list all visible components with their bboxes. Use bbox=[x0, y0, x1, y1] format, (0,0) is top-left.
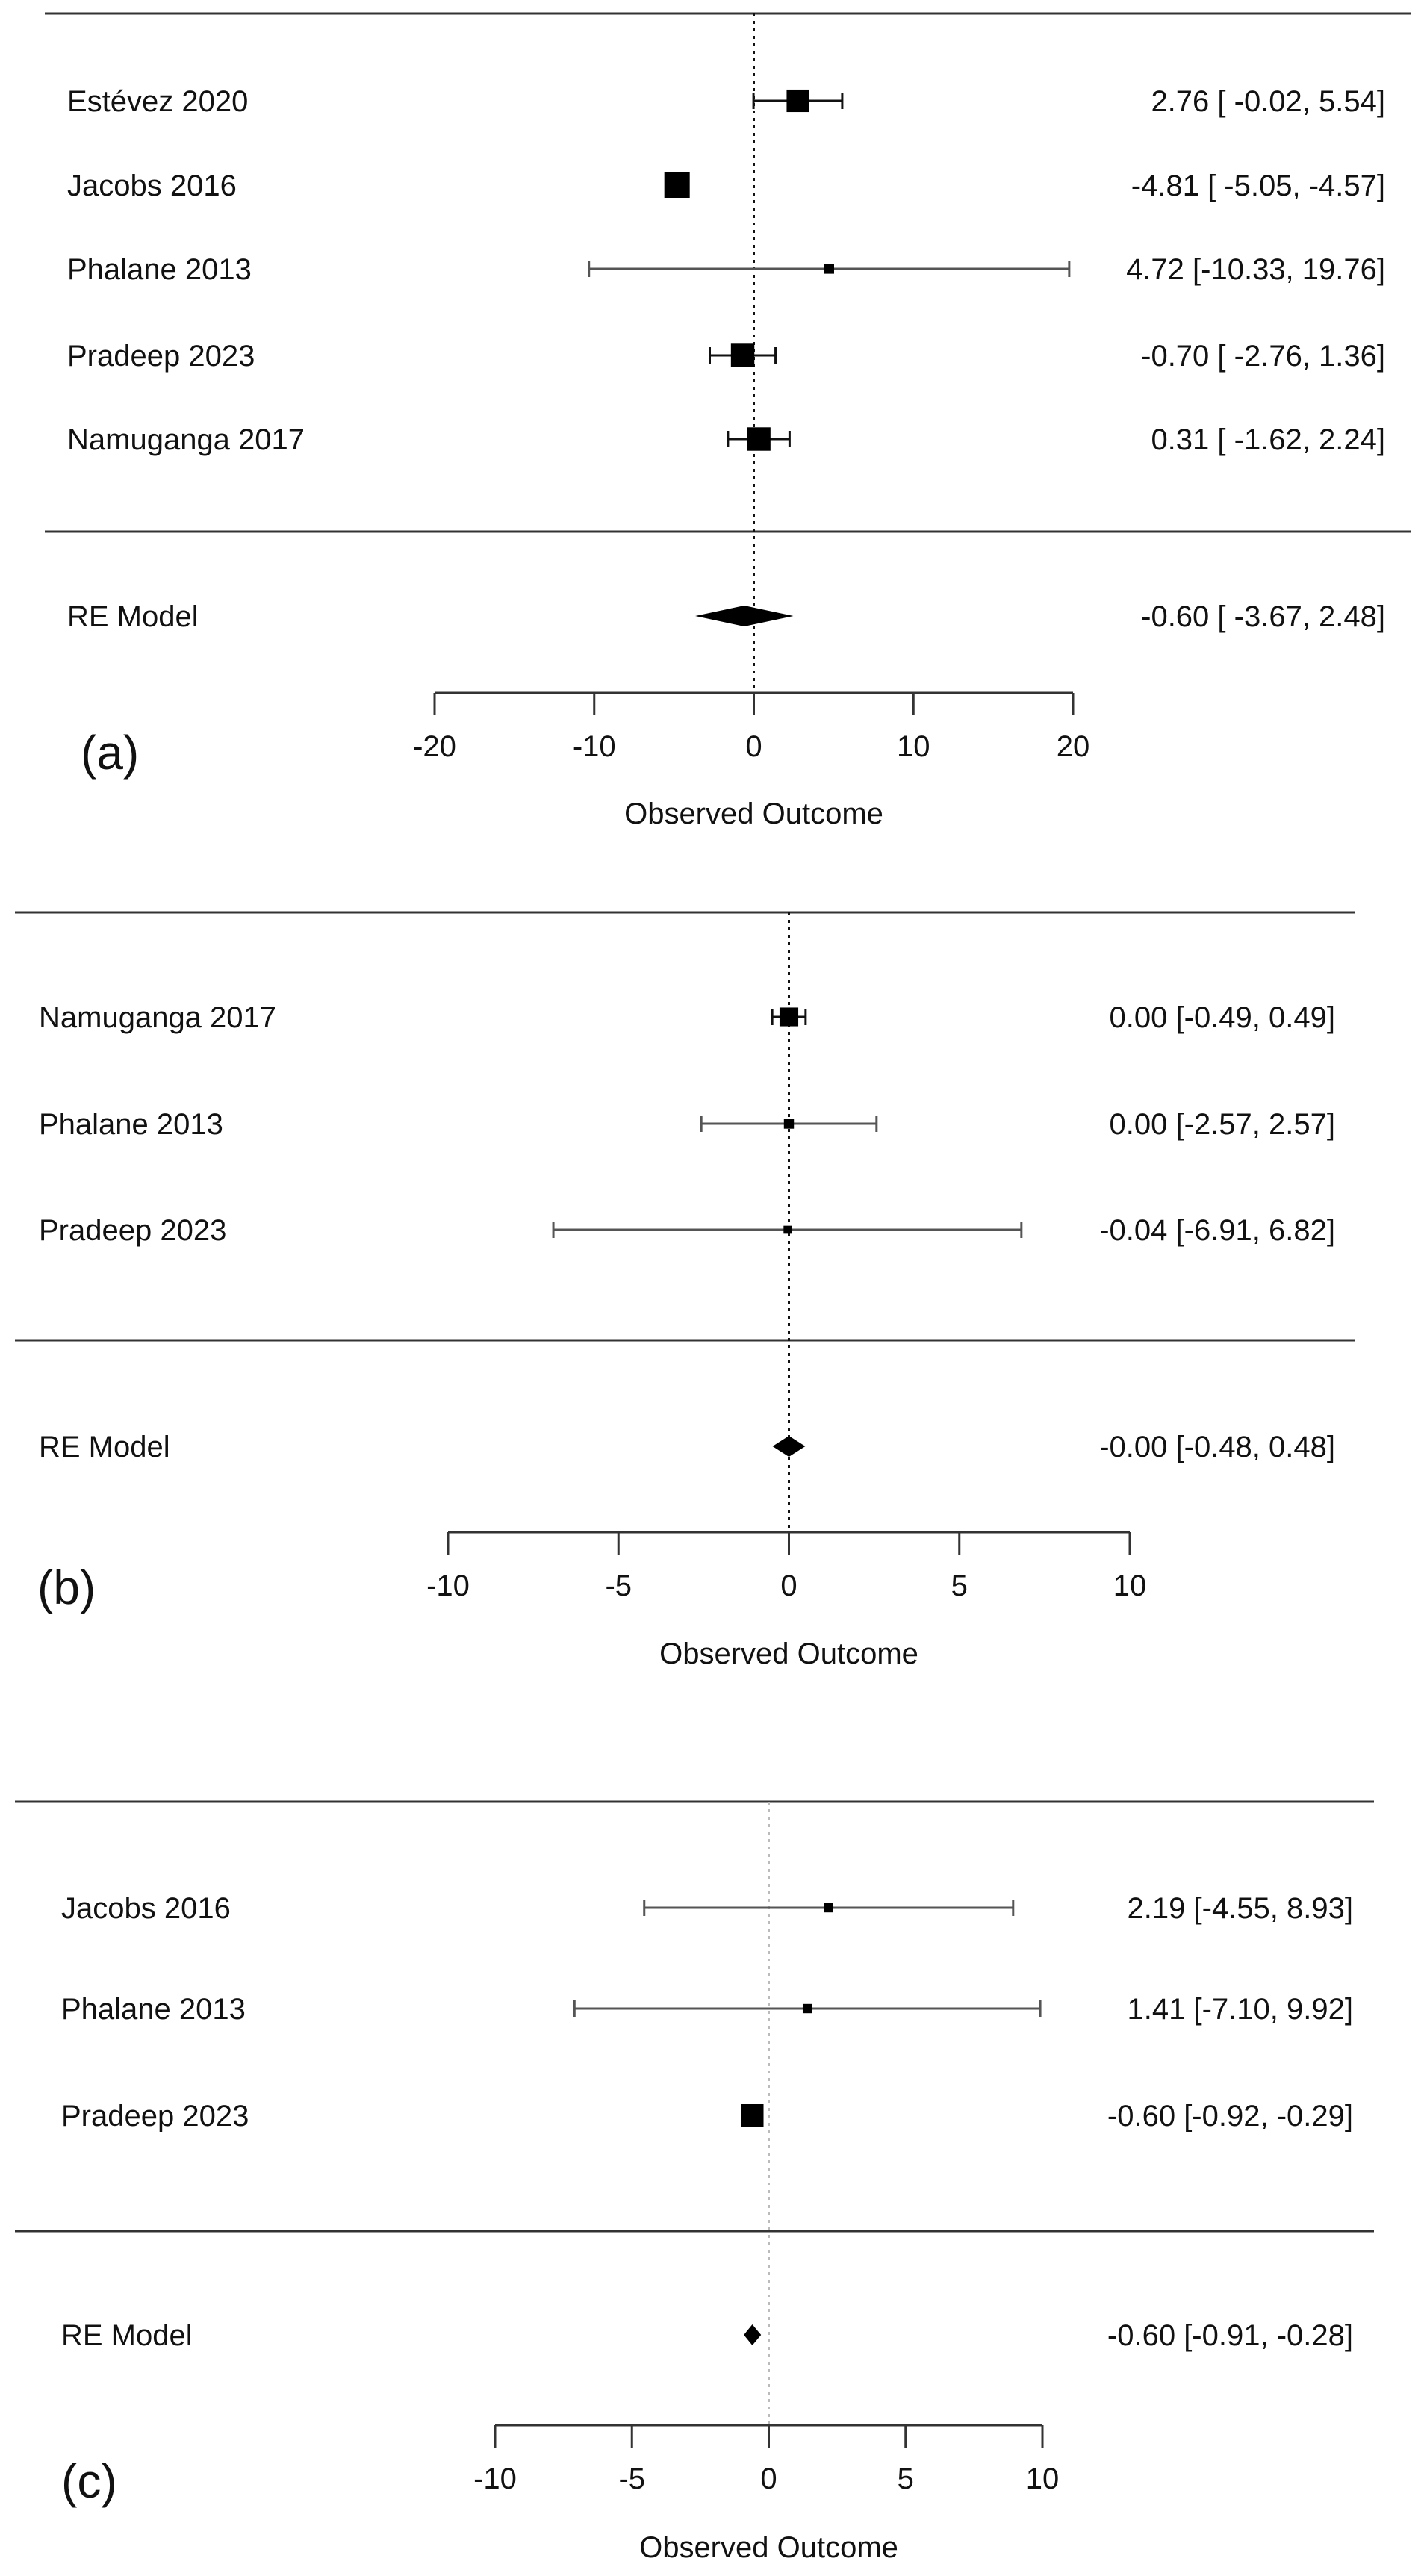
summary-diamond bbox=[744, 2324, 762, 2345]
point-estimate-square bbox=[741, 2104, 764, 2127]
study-ci-text: 0.00 [-0.49, 0.49] bbox=[1110, 1001, 1335, 1034]
x-tick-label: 0 bbox=[745, 730, 762, 763]
point-estimate-square bbox=[824, 264, 834, 274]
point-estimate-square bbox=[779, 1007, 799, 1027]
study-ci-text: 2.19 [-4.55, 8.93] bbox=[1128, 1892, 1353, 1925]
summary-label: RE Model bbox=[67, 600, 199, 633]
summary-diamond bbox=[695, 606, 794, 626]
study-label: Pradeep 2023 bbox=[67, 340, 255, 373]
x-tick-label: 10 bbox=[1113, 1569, 1147, 1602]
x-tick-label: -5 bbox=[618, 2463, 645, 2495]
study-ci-text: 0.31 [ -1.62, 2.24] bbox=[1151, 423, 1385, 456]
x-tick-label: 5 bbox=[951, 1569, 968, 1602]
x-axis-title: Observed Outcome bbox=[639, 2531, 898, 2564]
panel-label: (c) bbox=[61, 2454, 117, 2508]
x-tick-label: -20 bbox=[413, 730, 456, 763]
point-estimate-square bbox=[824, 1903, 833, 1913]
study-ci-text: -0.04 [-6.91, 6.82] bbox=[1099, 1214, 1335, 1247]
study-ci-text: 2.76 [ -0.02, 5.54] bbox=[1151, 85, 1385, 118]
panel-label: (a) bbox=[81, 726, 139, 780]
study-ci-text: -4.81 [ -5.05, -4.57] bbox=[1131, 169, 1385, 202]
study-ci-text: 1.41 [-7.10, 9.92] bbox=[1128, 1993, 1353, 2026]
point-estimate-square bbox=[730, 343, 755, 367]
panel-label: (b) bbox=[37, 1561, 96, 1614]
summary-label: RE Model bbox=[39, 1431, 170, 1463]
summary-ci-text: -0.60 [ -3.67, 2.48] bbox=[1141, 600, 1385, 633]
x-tick-label: 10 bbox=[1026, 2463, 1060, 2495]
study-ci-text: -0.70 [ -2.76, 1.36] bbox=[1141, 340, 1385, 373]
point-estimate-square bbox=[783, 1225, 792, 1234]
study-label: Phalane 2013 bbox=[61, 1993, 246, 2026]
point-estimate-square bbox=[664, 172, 690, 198]
summary-diamond bbox=[772, 1436, 806, 1457]
x-tick-label: 0 bbox=[780, 1569, 797, 1602]
point-estimate-square bbox=[783, 1119, 795, 1129]
study-label: Estévez 2020 bbox=[67, 85, 248, 118]
x-tick-label: 10 bbox=[897, 730, 930, 763]
summary-ci-text: -0.00 [-0.48, 0.48] bbox=[1099, 1431, 1335, 1463]
study-ci-text: -0.60 [-0.92, -0.29] bbox=[1107, 2100, 1353, 2132]
study-label: Jacobs 2016 bbox=[67, 169, 237, 202]
x-tick-label: -10 bbox=[426, 1569, 470, 1602]
study-label: Jacobs 2016 bbox=[61, 1892, 231, 1925]
x-axis-title: Observed Outcome bbox=[624, 797, 883, 830]
point-estimate-square bbox=[747, 427, 771, 451]
study-ci-text: 4.72 [-10.33, 19.76] bbox=[1126, 253, 1385, 286]
study-label: Pradeep 2023 bbox=[39, 1214, 226, 1247]
x-tick-label: -5 bbox=[605, 1569, 632, 1602]
study-label: Namuganga 2017 bbox=[39, 1001, 276, 1034]
x-tick-label: 5 bbox=[898, 2463, 914, 2495]
point-estimate-square bbox=[786, 89, 809, 113]
study-label: Pradeep 2023 bbox=[61, 2100, 249, 2132]
study-label: Phalane 2013 bbox=[67, 253, 252, 286]
x-tick-label: 0 bbox=[760, 2463, 777, 2495]
study-label: Phalane 2013 bbox=[39, 1108, 223, 1141]
x-axis-title: Observed Outcome bbox=[659, 1637, 918, 1670]
point-estimate-square bbox=[802, 2003, 812, 2014]
summary-label: RE Model bbox=[61, 2319, 193, 2352]
x-tick-label: -10 bbox=[473, 2463, 517, 2495]
study-ci-text: 0.00 [-2.57, 2.57] bbox=[1110, 1108, 1335, 1141]
study-label: Namuganga 2017 bbox=[67, 423, 305, 456]
x-tick-label: 20 bbox=[1057, 730, 1090, 763]
x-tick-label: -10 bbox=[573, 730, 616, 763]
summary-ci-text: -0.60 [-0.91, -0.28] bbox=[1107, 2319, 1353, 2352]
